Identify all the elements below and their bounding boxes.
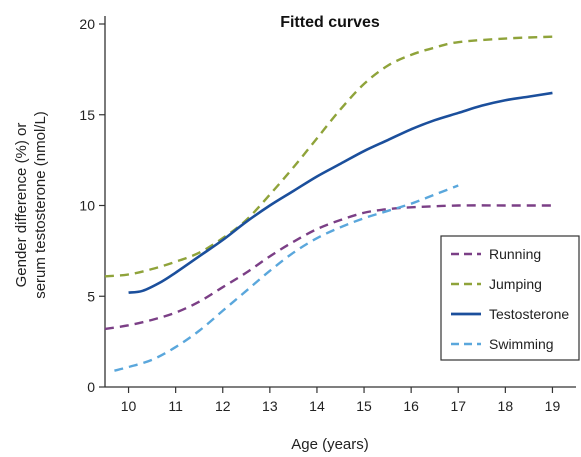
x-tick-label: 14 xyxy=(309,398,325,414)
x-tick-label: 11 xyxy=(168,398,183,414)
x-tick-label: 16 xyxy=(403,398,419,414)
legend-label-testosterone: Testosterone xyxy=(489,306,569,322)
x-axis-title: Age (years) xyxy=(291,436,369,453)
legend-label-swimming: Swimming xyxy=(489,336,554,352)
legend-label-running: Running xyxy=(489,246,541,262)
axes: 0 5 10 15 20 10 11 12 13 14 15 16 17 18 19 xyxy=(79,16,576,414)
x-tick-label: 10 xyxy=(121,398,137,414)
y-tick-label: 0 xyxy=(87,379,95,395)
x-tick-label: 18 xyxy=(498,398,514,414)
series-line-running xyxy=(104,204,553,331)
y-axis-title: Gender difference (%) or serum testoster… xyxy=(13,111,49,299)
x-tick-label: 13 xyxy=(262,398,278,414)
x-tick-label: 15 xyxy=(356,398,372,414)
series-line-testosterone xyxy=(128,91,553,294)
y-tick-label: 15 xyxy=(79,107,95,123)
legend-label-jumping: Jumping xyxy=(489,276,542,292)
x-tick-label: 19 xyxy=(545,398,561,414)
y-axis-title-line-2: serum testosterone (nmol/L) xyxy=(32,111,49,299)
x-tick-label: 17 xyxy=(450,398,466,414)
y-tick-label: 5 xyxy=(87,288,95,304)
legend: Running Jumping Testosterone Swimming xyxy=(440,235,580,361)
series-layer xyxy=(104,35,553,372)
series-line-swimming xyxy=(114,184,459,372)
y-axis-title-line-1: Gender difference (%) or xyxy=(13,123,30,288)
chart-title: Fitted curves xyxy=(280,14,380,31)
x-tick-label: 12 xyxy=(215,398,231,414)
y-tick-label: 10 xyxy=(79,198,95,214)
y-tick-label: 20 xyxy=(79,16,95,32)
legend-box xyxy=(440,235,580,361)
series-line-jumping xyxy=(104,35,553,278)
